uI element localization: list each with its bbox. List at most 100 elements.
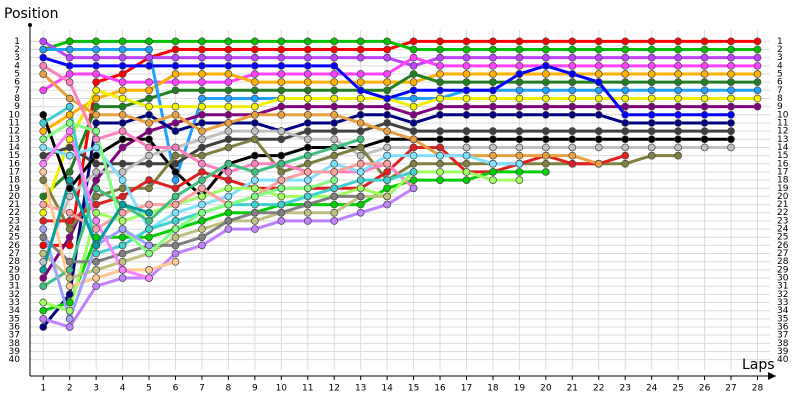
point xyxy=(39,249,48,258)
point xyxy=(92,225,100,233)
point xyxy=(462,159,471,168)
point xyxy=(145,266,153,274)
point xyxy=(700,119,709,127)
point xyxy=(489,176,497,184)
series-line xyxy=(42,39,758,51)
point xyxy=(65,282,74,291)
point xyxy=(356,192,365,201)
point xyxy=(700,110,709,119)
point xyxy=(542,151,550,160)
y-tick-label-right: 34 xyxy=(777,306,789,316)
point xyxy=(92,200,100,209)
point xyxy=(92,282,100,291)
point xyxy=(171,225,180,233)
point xyxy=(277,200,286,209)
point xyxy=(568,110,577,119)
point xyxy=(727,45,735,54)
point xyxy=(39,306,48,315)
point xyxy=(594,94,603,103)
y-tick-label-right: 35 xyxy=(777,314,788,324)
point xyxy=(674,151,682,160)
y-tick-label: 8 xyxy=(14,94,20,104)
point xyxy=(39,86,48,95)
series-line xyxy=(42,72,758,198)
x-tick-label: 8 xyxy=(226,384,232,394)
point xyxy=(65,37,74,46)
point xyxy=(621,45,630,54)
point xyxy=(436,53,444,62)
point xyxy=(621,78,630,86)
point xyxy=(462,143,471,152)
point xyxy=(39,257,48,266)
point xyxy=(224,225,233,233)
y-tick-label: 21 xyxy=(9,200,20,210)
point xyxy=(65,151,74,160)
point xyxy=(92,37,100,46)
y-tick-label-right: 25 xyxy=(777,233,788,243)
point xyxy=(145,225,153,233)
point xyxy=(118,200,127,209)
point xyxy=(118,127,127,135)
point xyxy=(383,119,391,127)
point xyxy=(303,78,312,86)
point xyxy=(436,159,444,168)
y-tick-label-right: 32 xyxy=(777,290,788,300)
point xyxy=(224,217,233,225)
point xyxy=(700,102,709,111)
point xyxy=(92,45,100,54)
x-tick-label: 5 xyxy=(146,384,152,394)
point xyxy=(647,61,656,70)
point xyxy=(409,86,418,95)
point xyxy=(330,159,339,168)
point xyxy=(436,135,444,144)
point xyxy=(356,53,365,62)
point xyxy=(277,217,286,225)
y-tick-label: 7 xyxy=(14,86,20,96)
point xyxy=(568,151,577,160)
point xyxy=(303,53,312,62)
point xyxy=(542,110,550,119)
point xyxy=(277,45,286,54)
point xyxy=(224,135,233,144)
point xyxy=(356,159,365,168)
plot-area xyxy=(39,37,762,331)
y-tick-label-right: 30 xyxy=(777,274,789,284)
point xyxy=(65,192,74,201)
point xyxy=(489,127,497,135)
y-tick-label: 16 xyxy=(9,159,21,169)
point xyxy=(92,241,100,250)
point xyxy=(118,233,127,242)
y-tick-label: 5 xyxy=(14,69,20,79)
point xyxy=(462,45,471,54)
point xyxy=(198,225,206,233)
point xyxy=(251,184,259,193)
point xyxy=(39,135,48,144)
point xyxy=(303,151,312,160)
y-tick-label-right: 28 xyxy=(777,257,789,267)
point xyxy=(39,127,48,135)
point xyxy=(39,274,48,282)
point xyxy=(409,37,418,46)
point xyxy=(515,78,524,86)
y-tick-label: 32 xyxy=(9,290,20,300)
point xyxy=(700,78,709,86)
point xyxy=(489,135,497,144)
point xyxy=(462,176,471,184)
point xyxy=(436,151,444,160)
y-tick-label: 1 xyxy=(14,37,20,47)
point xyxy=(171,45,180,54)
point xyxy=(383,94,391,103)
point xyxy=(65,233,74,242)
point xyxy=(700,86,709,95)
x-tick-label: 20 xyxy=(540,384,552,394)
x-axis-arrow xyxy=(768,372,776,380)
x-tick-label: 9 xyxy=(252,384,258,394)
point xyxy=(727,143,735,152)
point xyxy=(65,61,74,70)
y-tick-label: 35 xyxy=(9,314,20,324)
point xyxy=(277,192,286,201)
point xyxy=(727,37,735,46)
point xyxy=(383,151,391,160)
series-line xyxy=(42,194,388,280)
series-line xyxy=(41,105,758,279)
